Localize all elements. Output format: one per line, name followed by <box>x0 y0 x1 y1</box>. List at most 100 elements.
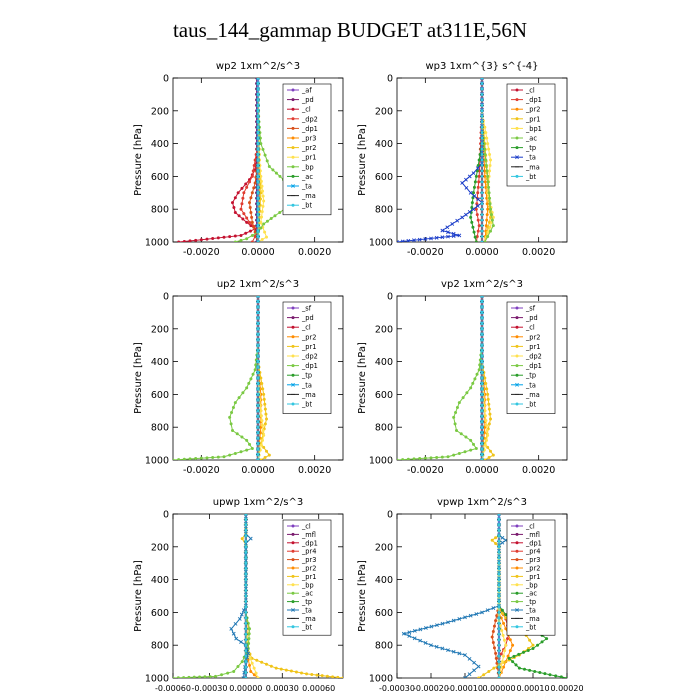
series-bt-point <box>497 556 501 560</box>
series-dp1-point <box>475 372 479 376</box>
series-ac-point <box>554 674 558 678</box>
legend-marker <box>291 574 295 578</box>
panel-title: wp2 1xm^2/s^3 <box>216 61 300 72</box>
series-dp1-point <box>245 448 249 452</box>
series-dp1-point <box>182 457 186 460</box>
legend-marker <box>291 373 295 377</box>
series-group <box>173 514 343 678</box>
series-pr2-point <box>248 663 251 667</box>
legend-marker <box>291 203 295 207</box>
series-dp1-point <box>237 396 241 400</box>
series-bt-point <box>256 425 260 429</box>
x-tick-label: -0.0020 <box>183 465 220 476</box>
series-bt-point <box>480 120 484 124</box>
series-bt-point <box>256 87 260 91</box>
series-ta-point <box>417 237 422 242</box>
series-bt-point <box>497 534 501 538</box>
y-tick-label: 400 <box>151 357 169 368</box>
series-ac-point <box>483 240 487 242</box>
y-tick-label: 0 <box>387 292 393 303</box>
series-ta-point <box>451 618 456 623</box>
series-ac-point <box>484 163 488 167</box>
series-bt-point <box>480 142 484 146</box>
legend-marker <box>291 600 295 604</box>
series-ta-point <box>233 621 238 626</box>
series-pr1-point <box>331 675 335 678</box>
series-bt-point <box>256 349 260 353</box>
series-bt-point <box>480 81 484 85</box>
series-bt-point <box>480 392 484 396</box>
series-ac-point <box>536 643 540 647</box>
legend-label: _ac <box>301 590 313 598</box>
series-bt-point <box>497 514 501 516</box>
legend-marker <box>291 364 295 368</box>
series-bt-point <box>497 671 501 675</box>
series-bt-point <box>244 649 248 653</box>
series-dp2-point <box>261 428 265 432</box>
series-pr1-point <box>487 402 491 406</box>
series-bp-point <box>254 671 258 675</box>
series-bt-point <box>497 523 501 527</box>
legend-box <box>506 519 556 636</box>
series-bp-point <box>267 165 271 169</box>
legend-marker <box>291 591 295 595</box>
series-bp-point <box>503 649 507 653</box>
series-pr1-point <box>259 220 263 224</box>
series-bt-point <box>256 103 260 107</box>
series-pr1-point <box>487 220 491 224</box>
legend-label: _ma <box>301 192 316 200</box>
legend-marker <box>291 325 295 329</box>
series-bt-point <box>244 616 248 620</box>
series-bt-point <box>256 120 260 124</box>
series-bt-point <box>480 360 484 364</box>
series-dp2-point <box>262 433 266 437</box>
series-dp1-point <box>231 406 235 410</box>
series-ac-point <box>514 663 518 667</box>
series-dp1-point <box>245 438 249 442</box>
legend-marker <box>515 558 519 562</box>
series-bp-point <box>258 136 262 140</box>
series-ac-point <box>486 235 490 239</box>
legend-label: _dp1 <box>301 362 318 370</box>
series-ta-point <box>440 235 445 240</box>
legend-label: _dp2 <box>525 353 542 361</box>
series-pr1-point <box>265 417 268 421</box>
y-tick-label: 200 <box>375 542 393 553</box>
series-ac-point <box>504 613 508 617</box>
series-bt-point <box>256 392 260 396</box>
legend-marker <box>515 155 519 160</box>
series-ta-point <box>463 676 467 678</box>
series-ta-point <box>485 608 490 613</box>
legend-marker <box>291 583 295 587</box>
legend-marker <box>291 524 295 528</box>
series-dp1-point <box>457 451 461 455</box>
legend-label: _bt <box>525 623 536 631</box>
series-pr1-point <box>261 204 265 208</box>
x-tick-label: 0.0000 <box>465 247 498 258</box>
legend-marker <box>515 325 519 329</box>
series-dp2-point <box>248 220 251 224</box>
series-cl-point <box>222 235 226 239</box>
legend-label: _cl <box>525 324 535 332</box>
x-tick-label: 0.0000 <box>465 465 498 476</box>
series-bt-point <box>480 365 484 369</box>
series-dp2-point <box>245 216 249 220</box>
legend-label: _cl <box>301 106 311 114</box>
panel-title: upwp 1xm^2/s^3 <box>213 497 303 508</box>
legend-label: _ac <box>301 173 313 181</box>
series-bt-point <box>497 627 501 631</box>
series-pr1-point <box>341 676 343 678</box>
panel-title: vp2 1xm^2/s^3 <box>441 279 523 290</box>
series-dp1-point <box>228 453 232 457</box>
series-ta-point <box>418 638 423 643</box>
series-pr1-point <box>487 422 491 426</box>
series-tp-point <box>470 201 474 205</box>
series-dp1-point <box>471 381 475 385</box>
legend-marker <box>291 184 295 188</box>
x-tick-label: 0.00020 <box>550 684 583 693</box>
series-dp2-point <box>242 212 246 216</box>
series-bt-point <box>256 360 260 364</box>
series-dp2-point <box>245 185 249 189</box>
series-pr1-point <box>504 616 508 620</box>
series-bt-point <box>497 550 501 554</box>
